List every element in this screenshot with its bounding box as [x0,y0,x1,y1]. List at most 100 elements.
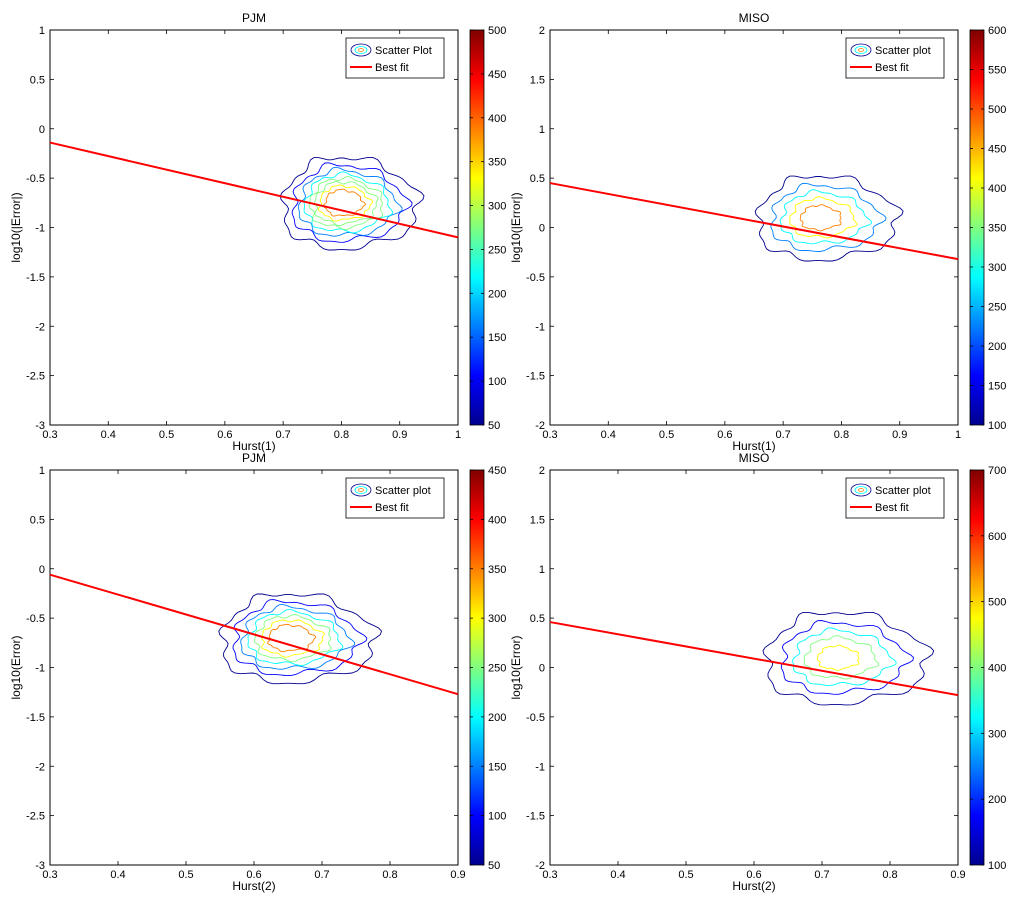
x-tick-label: 0.5 [678,869,693,881]
x-tick-label: 1 [455,429,461,441]
contour-level-200 [780,620,914,695]
colorbar-tick-label: 400 [488,113,506,125]
contour-group [218,593,383,685]
legend-contour-icon-inner [354,46,368,54]
colorbar-tick-label: 600 [988,25,1006,37]
best-fit-line [49,573,459,696]
y-tick-label: -1 [35,223,45,235]
contour-level-400 [322,188,366,217]
x-tick-label: 0.8 [882,869,897,881]
plot-area [49,469,459,866]
colorbar-gradient [469,29,485,426]
colorbar-tick-label: 350 [988,223,1006,235]
y-tick-label: 0.5 [30,74,45,86]
y-tick-label: -2 [535,860,545,872]
x-tick-label: 0.4 [110,869,125,881]
y-tick-label: -1 [35,663,45,675]
contour-level-400 [789,196,858,239]
x-axis-label: Hurst(2) [232,879,275,893]
colorbar-tick-label: 450 [488,69,506,81]
legend-box [845,37,945,79]
x-tick-label: 0.7 [775,429,790,441]
y-tick-label: 1.5 [530,514,545,526]
legend-contour-icon [850,483,872,497]
x-tick-label: 0.9 [950,869,965,881]
colorbar-tick-label: 50 [488,860,500,872]
legend-entry: Best fit [375,62,409,74]
x-tick-label: 0.8 [834,429,849,441]
y-axis-label: log10(|Error|) [509,192,523,262]
x-tick-label: 0.4 [610,869,625,881]
legend-contour-icon [350,43,372,57]
x-tick-label: 0.9 [450,869,465,881]
chart-title: PJM [242,11,266,25]
y-tick-label: 0 [539,223,545,235]
colorbar-tick-label: 500 [988,597,1006,609]
y-tick-label: 1.5 [530,74,545,86]
contour-level-100 [232,599,368,677]
colorbar-tick-label: 500 [488,25,506,37]
panel-pjm-hurst1: 0.3 0.4 0.5 0.6 0.7 0.8 0.9 1 -3 -2.5 -2 -1.5 -1 -0.5… [9,11,506,453]
contour-level-200 [303,171,393,234]
colorbar-tick-label: 200 [988,794,1006,806]
colorbar-tick-label: 250 [488,244,506,256]
y-axis-label: log10(Error) [9,635,23,699]
contour-level-300 [779,189,872,245]
y-tick-label: -2 [35,761,45,773]
contour-level-50 [279,157,425,251]
y-tick-label: -2 [35,321,45,333]
x-tick-label: 0.3 [42,429,57,441]
y-tick-label: 0.5 [530,173,545,185]
contour-level-200 [247,608,344,667]
contour-group [762,611,935,706]
legend-contour-icon-inner [854,486,868,494]
contour-level-300 [261,619,325,658]
legend-contour-icon-core [358,488,364,492]
x-tick-label: 0.3 [42,869,57,881]
colorbar-tick-label: 400 [988,663,1006,675]
y-tick-label: -0.5 [526,712,545,724]
y-tick-label: 2 [539,25,545,37]
plot-area [49,29,459,426]
colorbar-tick-label: 200 [488,288,506,300]
contour-level-400 [803,635,880,680]
colorbar: 50 100 150 200 250 300 350 400 450 [469,465,506,872]
chart-title: PJM [242,451,266,465]
x-tick-label: 0.9 [892,429,907,441]
contour-level-500 [816,644,860,671]
y-tick-label: 2 [539,465,545,477]
chart-title: MISO [739,11,770,25]
legend-entry: Scatter Plot [375,45,432,57]
x-tick-label: 0.6 [717,429,732,441]
contour-level-300 [314,181,379,227]
colorbar-tick-label: 400 [988,183,1006,195]
contour-level-100 [762,611,935,706]
legend-entry: Scatter plot [875,485,931,497]
colorbar-tick-label: 100 [988,420,1006,432]
y-tick-label: 0.5 [30,514,45,526]
y-tick-label: -3 [35,420,45,432]
y-tick-label: -1 [535,761,545,773]
best-fit-line [549,182,959,261]
colorbar-tick-label: 450 [488,465,506,477]
contour-level-200 [770,182,887,252]
x-tick-label: 0.8 [382,869,397,881]
x-tick-label: 0.7 [314,869,329,881]
x-axis-label: Hurst(1) [732,439,775,453]
panel-pjm-hurst2: 0.3 0.4 0.5 0.6 0.7 0.8 0.9 -3 -2.5 -2 -1.5 -1 -0.5 0… [9,451,506,893]
x-tick-label: 0.5 [659,429,674,441]
legend-entry: Best fit [875,502,909,514]
y-tick-label: 0 [39,564,45,576]
colorbar-tick-label: 150 [988,381,1006,393]
colorbar-tick-label: 250 [988,302,1006,314]
contour-level-500 [799,204,842,232]
legend-entry: Best fit [375,502,409,514]
colorbar: 100 150 200 250 300 350 400 450 500 550 600 [969,25,1006,432]
colorbar-tick-label: 300 [488,201,506,213]
y-tick-label: -1.5 [526,371,545,383]
best-fit-line [49,141,459,239]
y-tick-label: 0.5 [530,613,545,625]
legend-contour-icon [350,483,372,497]
panel-miso-hurst1: 0.3 0.4 0.5 0.6 0.7 0.8 0.9 1-2-1.5-1-0.500.511… [509,11,1006,453]
legend-contour-icon-inner [854,46,868,54]
